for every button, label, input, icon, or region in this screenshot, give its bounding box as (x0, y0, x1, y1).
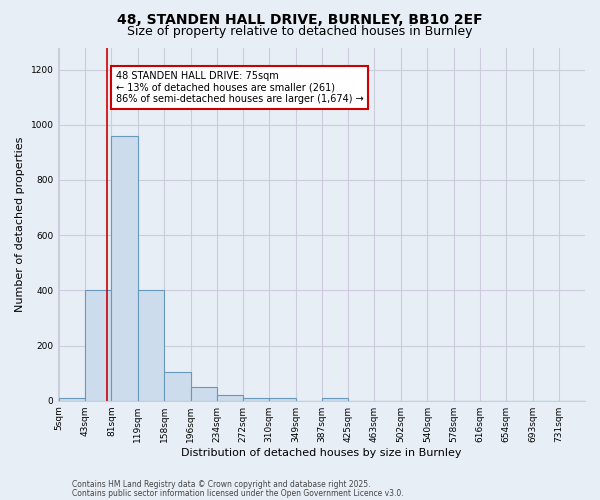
Text: Size of property relative to detached houses in Burnley: Size of property relative to detached ho… (127, 25, 473, 38)
Bar (322, 398, 348, 400)
Bar (59, 398, 85, 400)
Text: 48 STANDEN HALL DRIVE: 75sqm
← 13% of detached houses are smaller (261)
86% of s: 48 STANDEN HALL DRIVE: 75sqm ← 13% of de… (116, 71, 363, 104)
Text: 48, STANDEN HALL DRIVE, BURNLEY, BB10 2EF: 48, STANDEN HALL DRIVE, BURNLEY, BB10 2E… (117, 12, 483, 26)
X-axis label: Distribution of detached houses by size in Burnley: Distribution of detached houses by size … (181, 448, 462, 458)
Bar (164, 372, 191, 400)
Bar (243, 398, 269, 400)
Text: Contains HM Land Registry data © Crown copyright and database right 2025.: Contains HM Land Registry data © Crown c… (72, 480, 371, 489)
Bar (137, 290, 164, 401)
Bar (112, 136, 137, 400)
Text: Contains public sector information licensed under the Open Government Licence v3: Contains public sector information licen… (72, 488, 404, 498)
Y-axis label: Number of detached properties: Number of detached properties (15, 136, 25, 312)
Bar (217, 395, 243, 400)
Bar (191, 387, 217, 400)
Bar (269, 398, 296, 400)
Bar (85, 290, 112, 401)
